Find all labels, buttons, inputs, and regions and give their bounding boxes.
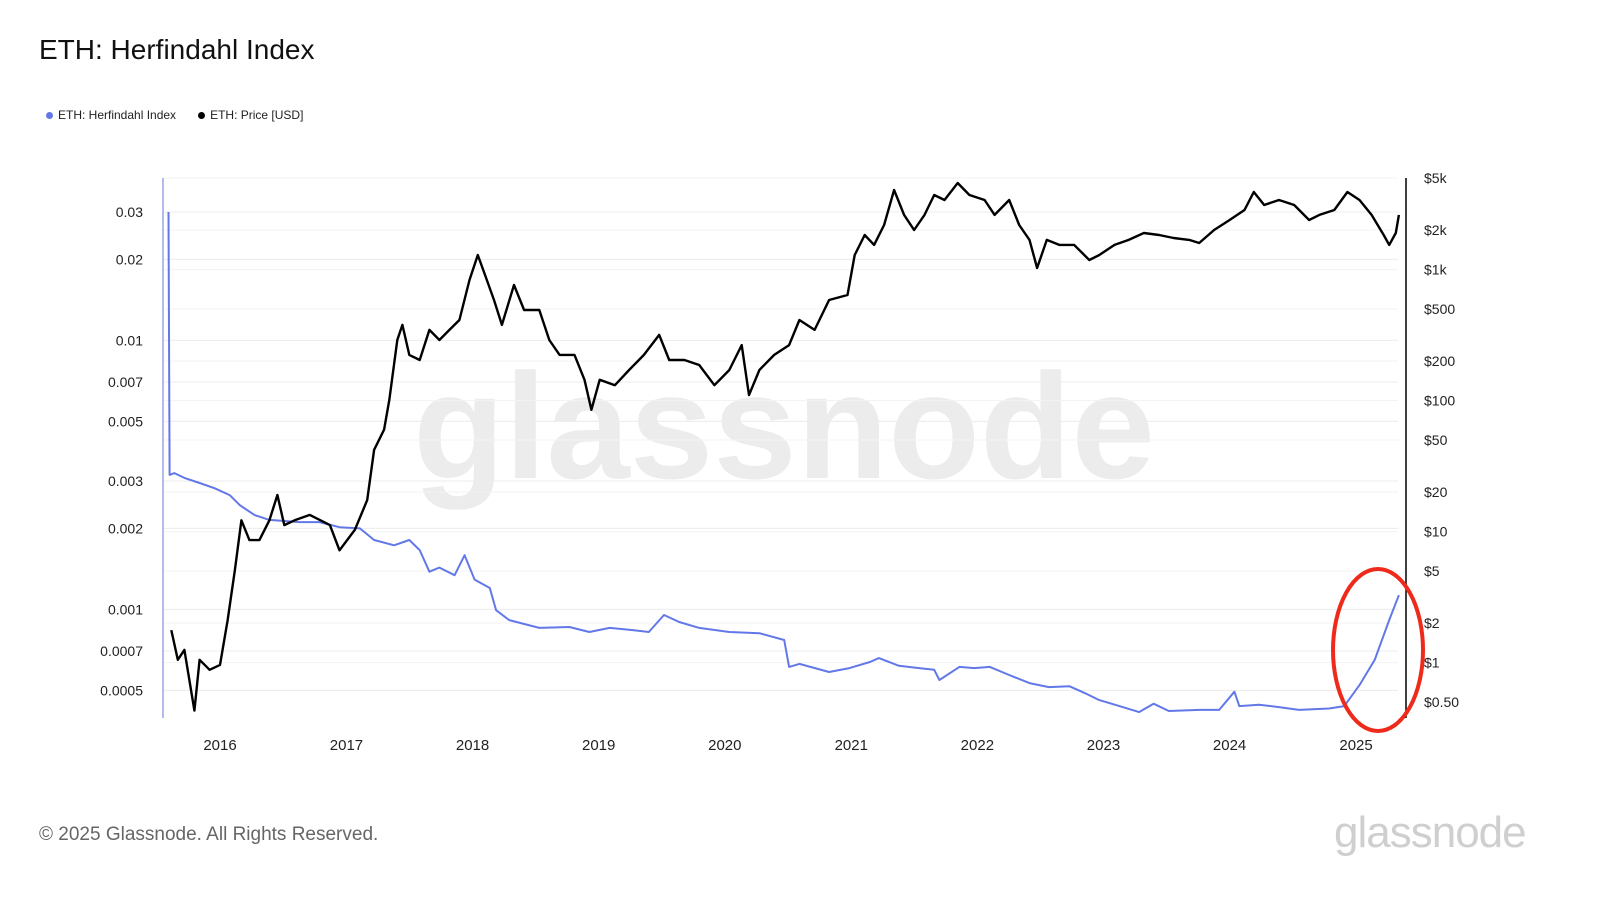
y-right-tick-label: $200 [1424,353,1455,369]
y-right-tick-label: $500 [1424,301,1455,317]
y-left-tick-label: 0.001 [108,601,143,617]
y-left-tick-label: 0.03 [116,204,143,220]
legend-label: ETH: Price [USD] [210,108,304,122]
legend-item-price[interactable]: ETH: Price [USD] [198,108,303,122]
y-right-tick-label: $2 [1424,615,1440,631]
x-tick-label: 2019 [582,737,615,754]
eth-price-line [170,181,1401,712]
watermark: glassnode [413,342,1155,510]
y-right-tick-label: $5 [1424,563,1440,579]
y-left-tick-label: 0.02 [116,251,143,267]
legend-label: ETH: Herfindahl Index [58,108,177,122]
y-right-tick-label: $1k [1424,262,1448,278]
y-left-tick-label: 0.003 [108,473,143,489]
x-tick-label: 2020 [708,737,741,754]
herfindahl-index-line [167,211,1400,714]
copyright: © 2025 Glassnode. All Rights Reserved. [39,824,379,845]
y-left-tick-label: 0.0005 [100,682,143,698]
y-left-tick-label: 0.0007 [100,643,143,659]
y-left-tick-label: 0.005 [108,413,143,429]
glassnode-logo: glassnode [1334,808,1527,857]
x-tick-label: 2024 [1213,737,1246,754]
y-right-tick-label: $20 [1424,484,1448,500]
legend: ETH: Herfindahl Index ETH: Price [USD] [46,108,303,122]
y-left-tick-label: 0.007 [108,374,143,390]
x-tick-label: 2016 [203,737,236,754]
x-tick-label: 2022 [961,737,994,754]
x-tick-label: 2021 [835,737,868,754]
y-left-tick-label: 0.002 [108,520,143,536]
y-right-tick-label: $100 [1424,393,1455,409]
x-tick-label: 2025 [1339,737,1372,754]
y-right-tick-label: $5k [1424,170,1448,186]
y-right-tick-label: $1 [1424,655,1440,671]
legend-dot-icon [198,111,206,119]
y-right-tick-label: $0.50 [1424,694,1459,710]
y-left-tick-label: 0.01 [116,332,143,348]
y-right-tick-label: $2k [1424,222,1448,238]
y-right-tick-label: $10 [1424,524,1448,540]
legend-item-herfindahl[interactable]: ETH: Herfindahl Index [46,108,176,122]
x-tick-label: 2023 [1087,737,1120,754]
x-tick-label: 2018 [456,737,489,754]
x-tick-label: 2017 [330,737,363,754]
y-right-tick-label: $50 [1424,432,1448,448]
legend-dot-icon [46,111,53,119]
highlight-ellipse [1331,567,1425,733]
chart-title: ETH: Herfindahl Index [39,34,315,65]
